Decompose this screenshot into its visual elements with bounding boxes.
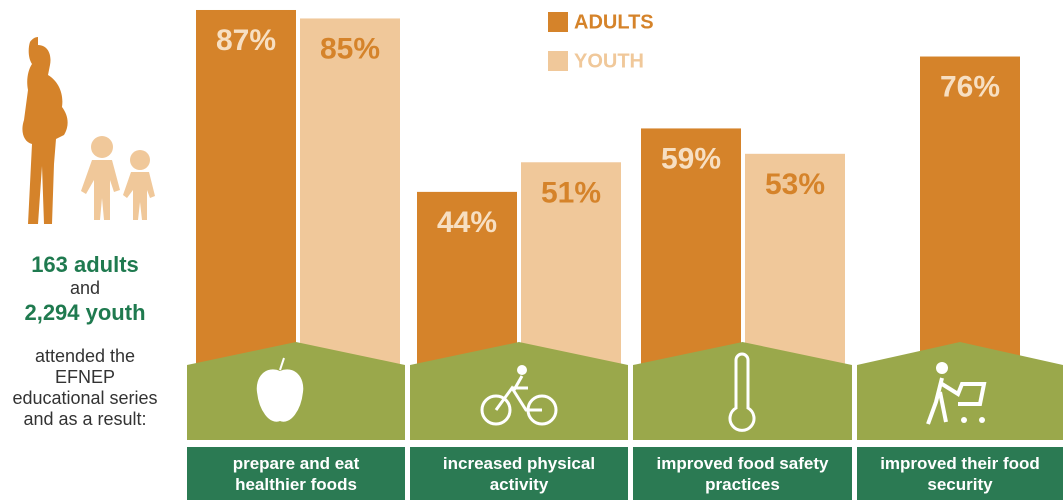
icon <box>517 365 527 375</box>
bars: 87% 85% 44% 51% 59% 53% 76% <box>196 9 1020 379</box>
icon <box>961 417 967 423</box>
category-label: increased physical activity <box>410 447 628 500</box>
band-section <box>410 342 628 440</box>
value-label: 53% <box>765 168 825 201</box>
silhouettes <box>22 37 155 224</box>
icon <box>494 375 542 412</box>
side-and: and <box>69 278 101 298</box>
value-label: 51% <box>541 176 601 209</box>
bar <box>745 153 845 378</box>
category-label: improved food safety practices <box>633 447 852 500</box>
value-label: 59% <box>661 142 721 175</box>
bar <box>641 128 741 378</box>
adults-count: 163 adults <box>31 252 139 277</box>
woman <box>22 37 68 224</box>
bar <box>300 18 400 378</box>
icon <box>936 362 948 374</box>
category-label: improved their food security <box>857 447 1063 500</box>
child <box>91 136 113 158</box>
value-label: 44% <box>437 206 497 239</box>
icon <box>728 352 756 432</box>
bar <box>521 162 621 378</box>
legend-swatch <box>548 51 568 71</box>
icon-band <box>187 342 1063 440</box>
legend-label: ADULTS <box>574 11 654 33</box>
child <box>81 160 120 220</box>
legend-swatch <box>548 12 568 32</box>
value-label: 87% <box>216 24 276 57</box>
bar <box>920 56 1020 379</box>
legend-label: YOUTH <box>574 50 644 72</box>
legend: ADULTS YOUTH <box>548 11 654 72</box>
youth-count: 2,294 youth <box>24 300 146 325</box>
value-label: 85% <box>320 32 380 65</box>
icon <box>926 377 987 425</box>
child <box>123 172 155 220</box>
category-label: prepare and eat healthier foods <box>187 447 405 500</box>
bar <box>196 9 296 379</box>
side-body: attended the EFNEP educational series an… <box>12 346 158 429</box>
icon <box>256 357 304 422</box>
icon <box>480 394 512 426</box>
icon <box>979 417 985 423</box>
child <box>130 150 150 170</box>
value-label: 76% <box>940 71 1000 104</box>
band-section <box>633 342 852 440</box>
